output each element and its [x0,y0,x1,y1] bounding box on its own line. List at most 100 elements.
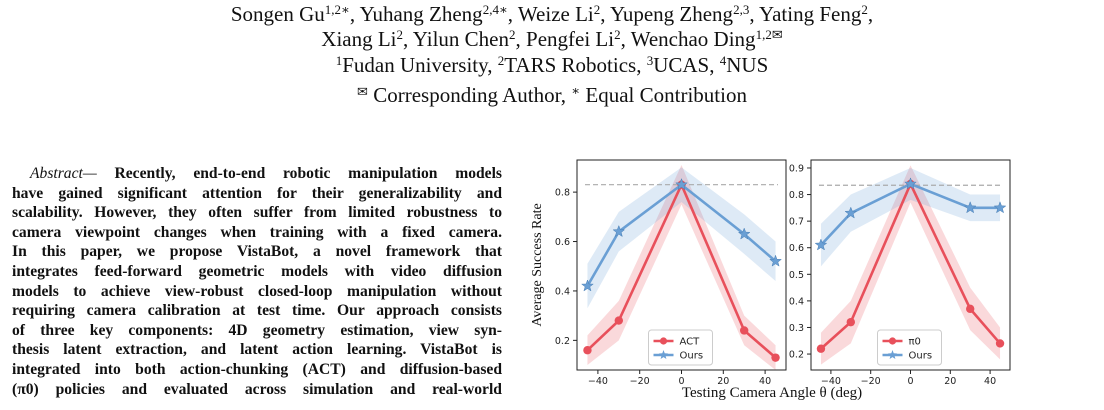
equal-mark: ∗ [571,83,581,98]
legend-marker-Ours [887,350,898,359]
abstract-line: thesis latent extraction, and latent act… [12,341,502,359]
abstract-line: requiring camera calibration at test tim… [12,302,502,320]
legend-label-Ours: Ours [909,351,933,362]
author-separator: , [749,2,760,26]
author-separator: , [600,2,610,26]
abstract-line: camera viewpoint changes when training w… [12,223,502,241]
data-point-Ours [612,224,626,238]
data-point-π0 [816,344,826,353]
legend-marker-Ours [658,350,669,359]
figure-x-axis-label: Testing Camera Angle θ (deg) [681,385,863,401]
author-affiliation-mark: 2 [593,2,601,17]
legend-marker-π0 [888,337,897,345]
x-tick-label: −20 [861,376,881,387]
y-tick-label: 0.9 [789,163,804,174]
author-name: Yating Feng [759,2,862,26]
author-name: Yupeng Zheng [610,2,734,26]
abstract-line: (π0) policies and evaluated across simul… [12,380,502,398]
author-name: Yuhang Zheng [359,2,483,26]
x-tick-label: 40 [984,376,996,387]
data-point-ACT [614,316,623,325]
abstract-line: models to achieve view-robust closed-loo… [12,282,502,300]
envelope-icon: ✉ [357,84,368,99]
abstract-line: Abstract— Recently, end-to-end robotic m… [12,164,502,184]
abstract: Abstract— Recently, end-to-end robotic m… [12,164,502,399]
data-point-ACT [583,346,592,355]
abstract-heading: Abstract— [30,165,97,182]
author-line-1: Songen Gu1,2∗, Yuhang Zheng2,4∗, Weize L… [0,2,1104,27]
data-point-Ours [963,201,977,214]
data-point-Ours [844,206,858,219]
affiliation-mark: 4 [719,53,727,68]
abstract-line: In this paper, we propose VistaBot, a no… [12,243,502,261]
y-tick-label: 0.6 [555,237,570,248]
author-separator: , [620,27,631,51]
author-name: Xiang Li [321,27,397,51]
affiliation-mark: 3 [646,53,654,68]
data-point-Ours [581,279,594,292]
legend-marker-ACT [659,337,668,345]
author-affiliation-mark: 2,4∗ [482,2,508,17]
x-tick-label: 20 [944,376,956,387]
author-affiliation-mark: 2 [614,27,621,42]
x-tick-label: −40 [821,376,841,387]
author-name: Wenchao Ding [630,27,756,51]
confidence-band-π0 [820,165,1001,365]
author-name: Yilun Chen [412,27,510,51]
y-tick-label: 0.6 [789,243,804,254]
affiliation-name: TARS Robotics, [504,53,647,77]
author-separator: , [349,2,360,26]
y-tick-label: 0.4 [789,296,804,307]
x-tick-label: 0 [907,376,913,387]
abstract-line: integrates feed-forward geometric models… [12,262,502,280]
data-point-Ours [675,177,688,191]
author-line-2: Xiang Li2, Yilun Chen2, Pengfei Li2, Wen… [0,27,1104,52]
y-tick-label: 0.8 [555,188,570,199]
author-affiliation-mark: 1,2✉ [755,27,783,42]
y-tick-label: 0.2 [789,350,804,361]
corresponding-note: ✉ Corresponding Author, ∗ Equal Contribu… [0,79,1104,108]
y-tick-label: 0.2 [555,336,570,347]
x-tick-label: 0 [678,376,684,387]
abstract-line: have gained significant attention for th… [12,184,502,202]
author-name: Weize Li [517,2,594,26]
author-affiliation-mark: 1,2∗ [324,2,350,17]
x-tick-label: 20 [717,376,729,387]
data-point-Ours [769,254,782,267]
legend-label-Ours: Ours [680,351,704,362]
affiliation-name: Fudan University, [342,53,498,77]
confidence-band-ACT [587,164,776,370]
author-separator: , [515,27,527,51]
data-point-Ours [993,201,1007,214]
data-point-Ours [737,227,751,240]
abstract-line: integrated into both action-chunking (AC… [12,360,502,378]
chart-canvas: −40 −20 0 20 40 0.2 0.4 0.6 0.8 Average Success R… [530,159,1011,387]
legend-label-π0: π0 [909,337,921,348]
author-name: Songen Gu [230,2,325,26]
data-point-π0 [846,317,855,327]
confidence-band-Ours [820,167,1001,267]
author-name: Pengfei Li [526,27,615,51]
data-point-π0 [995,339,1005,348]
data-point-Ours [814,238,828,251]
data-point-ACT [740,326,749,335]
author-separator: , [507,2,518,26]
corresponding-text: Corresponding Author, [367,83,572,107]
figure-success-vs-angle: −40 −20 0 20 40 0.2 0.4 0.6 0.8 Average Success R… [522,155,1022,405]
affiliation-mark: 1 [335,53,343,68]
affiliation-name: UCAS, [653,53,720,77]
y-tick-label: 0.8 [789,190,804,201]
x-tick-label: −40 [588,376,608,387]
data-point-Ours [904,177,917,190]
author-affiliation-mark: 2 [509,27,516,42]
author-affiliation-mark: 2 [396,27,404,42]
y-tick-label: 0.3 [789,323,804,334]
abstract-text: Recently, end-to-end robotic manipulatio… [96,165,503,182]
affiliation-name: NUS [726,53,769,77]
author-separator: , [403,27,413,51]
x-tick-label: 40 [759,376,771,387]
author-affiliation-mark: 2,3 [733,2,750,17]
y-tick-label: 0.4 [555,286,570,297]
data-point-π0 [966,304,975,314]
data-point-ACT [771,353,780,362]
